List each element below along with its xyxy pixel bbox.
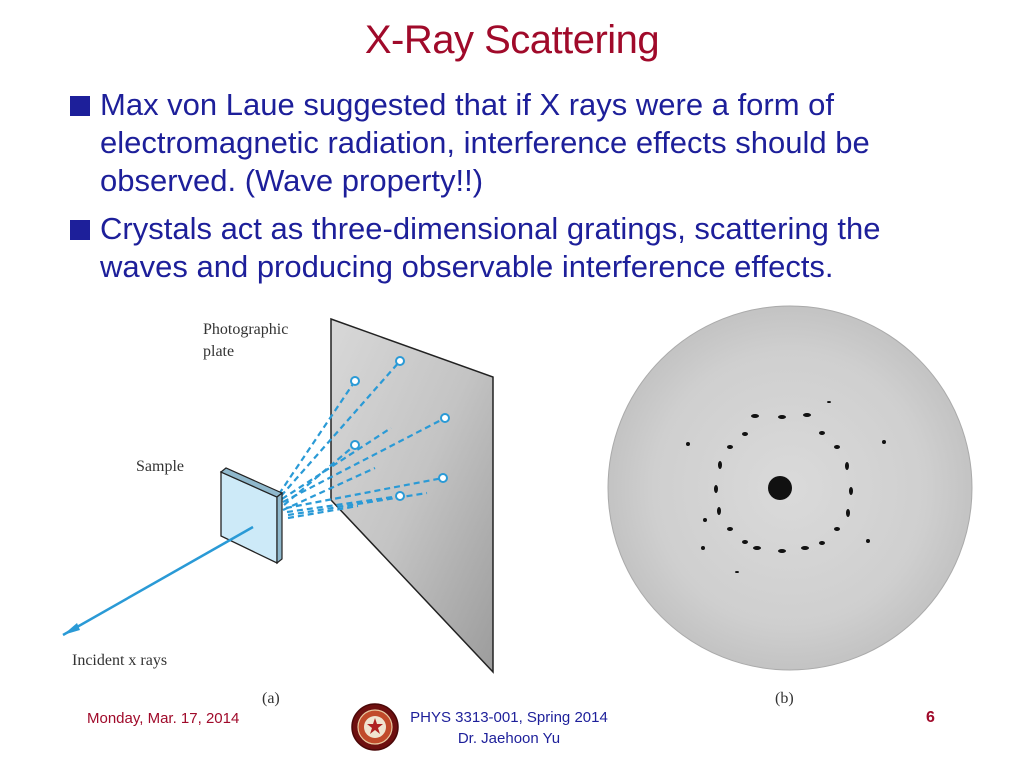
figure-a-caption: (a) <box>262 690 280 707</box>
laue-diffraction-photo: (b) <box>585 305 1015 715</box>
sample-label: Sample <box>136 458 184 475</box>
footer-instructor: Dr. Jaehoon Yu <box>457 730 561 747</box>
square-bullet-icon <box>70 220 90 240</box>
footer-course-title: PHYS 3313-001, Spring 2014 <box>410 709 608 726</box>
incident-label: Incident x rays <box>72 652 167 669</box>
bullet-item: Crystals act as three-dimensional gratin… <box>62 210 962 286</box>
diffraction-spots <box>350 356 450 501</box>
laue-setup-diagram: Photographic plate Sample Incident x ray… <box>55 300 525 720</box>
plate-label-line2: plate <box>203 343 234 360</box>
page-number: 6 <box>926 709 935 726</box>
incident-ray <box>62 525 254 637</box>
central-beam-spot <box>768 476 792 500</box>
footer-course-info: PHYS 3313-001, Spring 2014 Dr. Jaehoon Y… <box>400 707 618 749</box>
bullet-text: Crystals act as three-dimensional gratin… <box>100 211 881 284</box>
figure-b-caption: (b) <box>775 690 794 707</box>
bullet-list: Max von Laue suggested that if X rays we… <box>62 86 962 296</box>
square-bullet-icon <box>70 96 90 116</box>
scattered-rays <box>278 360 446 520</box>
plate-label-line1: Photographic <box>203 321 288 338</box>
bullet-text: Max von Laue suggested that if X rays we… <box>100 87 870 198</box>
diffraction-spot-pattern <box>686 401 886 573</box>
footer-date: Monday, Mar. 17, 2014 <box>87 710 240 727</box>
university-seal-icon <box>350 702 400 752</box>
slide-title: X-Ray Scattering <box>364 18 660 62</box>
sample-crystal <box>220 470 278 565</box>
bullet-item: Max von Laue suggested that if X rays we… <box>62 86 962 200</box>
